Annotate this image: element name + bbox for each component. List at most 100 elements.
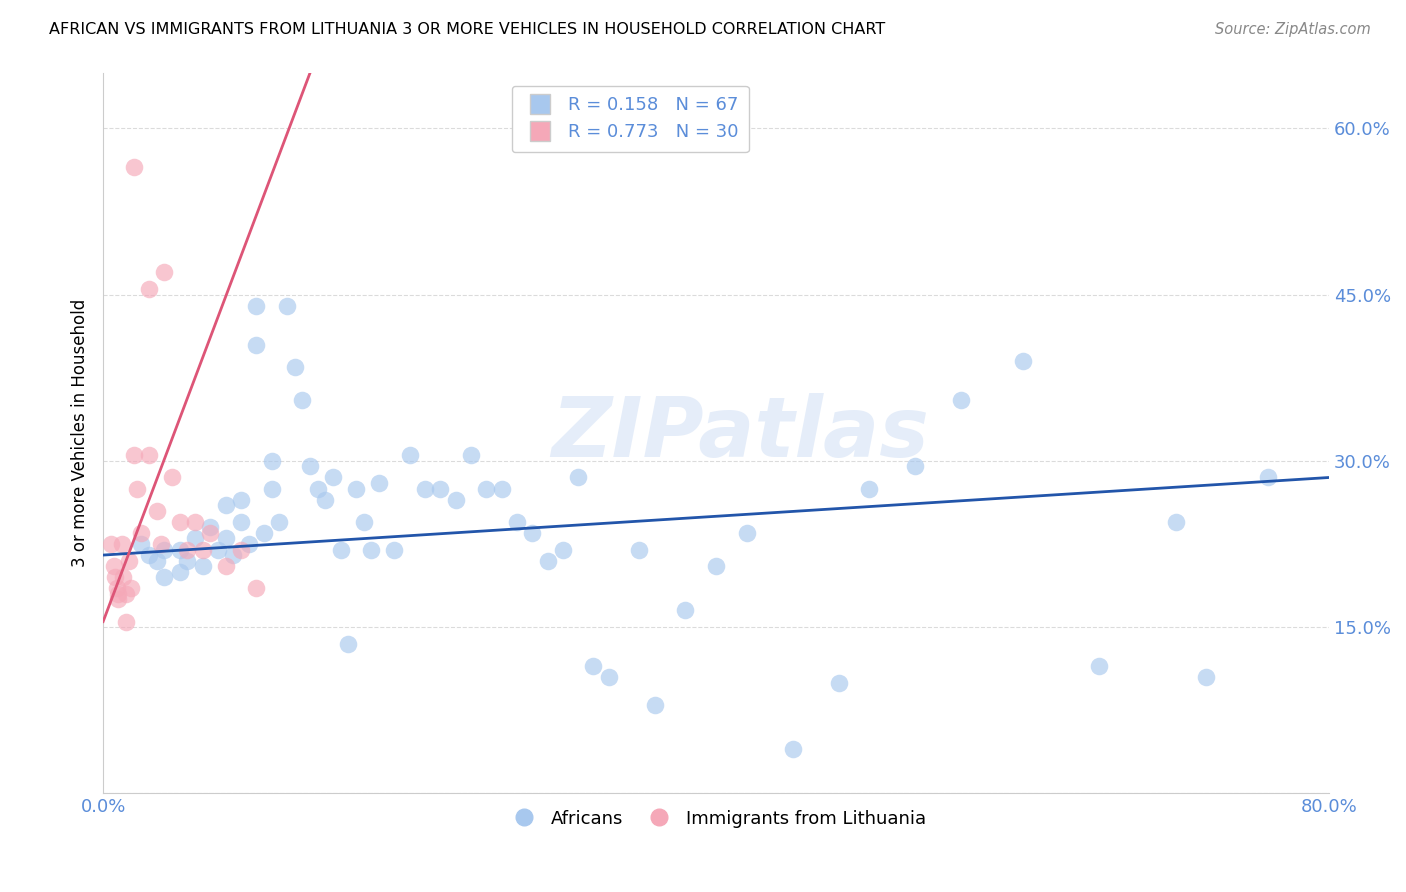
Point (222, 548, 245, 562)
Point (567, 470, 589, 484)
Text: AFRICAN VS IMMIGRANTS FROM LITHUANIA 3 OR MORE VEHICLES IN HOUSEHOLD CORRELATION: AFRICAN VS IMMIGRANTS FROM LITHUANIA 3 O… (49, 22, 886, 37)
Point (673, 603, 696, 617)
Point (110, 537, 132, 551)
Point (115, 587, 138, 601)
Point (131, 525, 153, 540)
Point (200, 525, 222, 540)
Point (269, 515, 291, 529)
Point (105, 582, 128, 596)
Point (122, 160, 145, 174)
Point (904, 459, 927, 474)
Point (1011, 354, 1033, 368)
Point (582, 659, 605, 673)
Point (169, 542, 191, 557)
Point (125, 482, 148, 496)
Point (176, 553, 198, 567)
Point (344, 482, 367, 496)
Point (120, 582, 142, 596)
Point (858, 482, 880, 496)
Point (827, 675, 849, 690)
Point (118, 553, 141, 567)
Point (1088, 659, 1111, 673)
Point (1257, 470, 1279, 484)
Point (704, 559, 727, 574)
Point (429, 482, 451, 496)
Point (200, 520, 222, 534)
Point (131, 537, 153, 551)
Point (176, 542, 198, 557)
Point (298, 459, 321, 474)
Point (153, 570, 176, 584)
Point (735, 525, 758, 540)
Point (207, 542, 229, 557)
Point (413, 482, 436, 496)
Point (536, 553, 558, 567)
Point (475, 482, 498, 496)
Point (229, 542, 252, 557)
Point (184, 532, 207, 546)
Point (322, 470, 344, 484)
Point (460, 448, 482, 462)
Point (491, 482, 513, 496)
Point (360, 542, 382, 557)
Point (444, 492, 467, 507)
Point (307, 482, 329, 496)
Point (245, 582, 267, 596)
Point (169, 565, 191, 579)
Point (103, 559, 125, 574)
Point (153, 265, 176, 279)
Point (950, 392, 973, 407)
Point (245, 299, 267, 313)
Point (368, 476, 391, 491)
Point (398, 448, 420, 462)
Point (253, 525, 276, 540)
Point (112, 570, 135, 584)
Point (215, 498, 238, 512)
Point (107, 592, 129, 607)
Point (150, 537, 173, 551)
Point (229, 515, 252, 529)
Point (329, 542, 352, 557)
Point (104, 570, 127, 584)
Point (245, 337, 267, 351)
Point (506, 515, 529, 529)
Text: ZIPatlas: ZIPatlas (551, 392, 929, 474)
Point (1195, 670, 1218, 684)
Point (145, 553, 167, 567)
Point (229, 492, 252, 507)
Point (522, 525, 544, 540)
Point (184, 515, 207, 529)
Point (122, 448, 145, 462)
Point (115, 615, 138, 629)
Point (551, 542, 574, 557)
Text: Source: ZipAtlas.com: Source: ZipAtlas.com (1215, 22, 1371, 37)
Point (353, 515, 375, 529)
Point (782, 742, 804, 756)
Point (628, 542, 651, 557)
Point (191, 559, 214, 574)
Point (107, 587, 129, 601)
Point (382, 542, 405, 557)
Point (1164, 515, 1187, 529)
Point (100, 537, 122, 551)
Point (215, 532, 238, 546)
Point (145, 504, 167, 518)
Point (598, 670, 620, 684)
Point (169, 515, 191, 529)
Point (260, 482, 283, 496)
Point (337, 637, 360, 651)
Point (138, 448, 160, 462)
Point (215, 559, 238, 574)
Point (291, 392, 314, 407)
Point (260, 454, 283, 468)
Point (138, 548, 160, 562)
Point (160, 470, 183, 484)
Point (238, 537, 260, 551)
Point (191, 542, 214, 557)
Point (138, 282, 160, 296)
Point (644, 698, 666, 712)
Point (284, 359, 307, 374)
Point (314, 492, 336, 507)
Y-axis label: 3 or more Vehicles in Household: 3 or more Vehicles in Household (72, 299, 89, 567)
Legend: Africans, Immigrants from Lithuania: Africans, Immigrants from Lithuania (499, 802, 934, 835)
